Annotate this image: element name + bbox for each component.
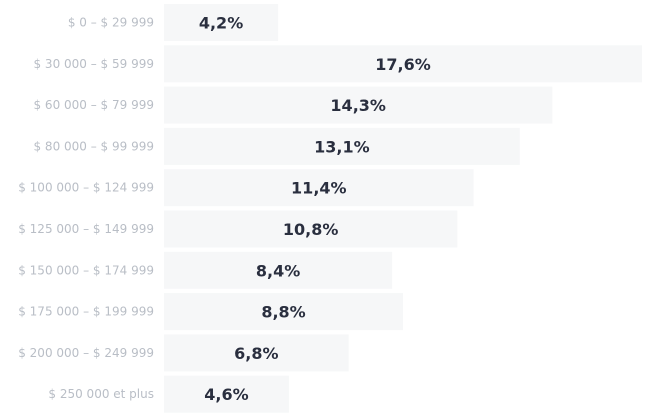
bar xyxy=(164,251,393,289)
category-label: $ 250 000 et plus xyxy=(48,387,154,401)
category-label: $ 80 000 – $ 99 999 xyxy=(33,139,154,153)
category-label: $ 30 000 – $ 59 999 xyxy=(33,57,154,71)
bar xyxy=(164,334,349,372)
value-label: 4,2% xyxy=(199,14,243,33)
bars-group xyxy=(164,4,642,413)
category-label: $ 200 000 – $ 249 999 xyxy=(18,346,154,360)
category-label: $ 60 000 – $ 79 999 xyxy=(33,98,154,112)
value-label: 6,8% xyxy=(234,344,278,363)
bar xyxy=(164,293,403,331)
value-label: 10,8% xyxy=(283,220,339,239)
bar xyxy=(164,210,458,248)
category-label: $ 100 000 – $ 124 999 xyxy=(18,181,154,195)
category-label: $ 150 000 – $ 174 999 xyxy=(18,263,154,277)
bar xyxy=(164,375,289,413)
value-label: 4,6% xyxy=(204,385,248,404)
category-label: $ 175 000 – $ 199 999 xyxy=(18,305,154,319)
bar xyxy=(164,45,642,83)
value-label: 8,4% xyxy=(256,261,300,280)
value-label: 17,6% xyxy=(375,55,431,74)
bar xyxy=(164,4,279,41)
bar xyxy=(164,127,520,165)
category-label: $ 125 000 – $ 149 999 xyxy=(18,222,154,236)
bar xyxy=(164,86,553,124)
value-label: 11,4% xyxy=(291,179,347,198)
value-label: 14,3% xyxy=(330,96,386,115)
bar xyxy=(164,169,474,207)
value-label: 8,8% xyxy=(261,303,305,322)
value-labels-group: 4,2% 17,6% 14,3% 13,1% 11,4% 10,8% 8,4% 8,8% 6,8… xyxy=(199,14,431,405)
category-label: $ 0 – $ 29 999 xyxy=(68,16,154,30)
value-label: 13,1% xyxy=(314,137,370,156)
category-labels-group: $ 0 – $ 29 999 $ 30 000 – $ 59 999 $ 60 00… xyxy=(18,16,154,402)
